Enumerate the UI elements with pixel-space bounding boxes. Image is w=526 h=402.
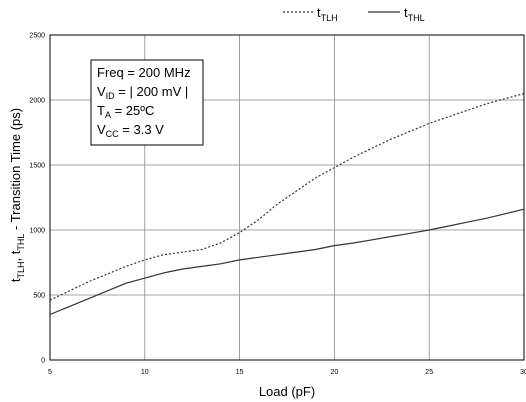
series-line-thl — [49, 208, 525, 316]
condition-freq: Freq = 200 MHz — [97, 65, 191, 80]
series-line-tlh — [49, 92, 525, 301]
legend-label-tlh: tTLH — [317, 5, 338, 23]
plot-frame — [49, 34, 525, 361]
y-tick-label: 500 — [33, 293, 45, 300]
y-tick-label: 0 — [41, 358, 45, 365]
x-axis-title: Load (pF) — [259, 384, 315, 399]
x-tick-label: 20 — [331, 369, 339, 376]
conditions-box-frame — [90, 59, 204, 146]
x-tick-label: 15 — [236, 369, 244, 376]
x-tick-label: 30 — [520, 369, 526, 376]
y-axis-title: tTLH, tTHL - Transition Time (ps) — [8, 108, 26, 282]
conditions-box: Freq = 200 MHz VID = | 200 mV | TA = 25º… — [90, 59, 204, 146]
y-tick-label: 1500 — [29, 163, 45, 170]
condition-ta: TA = 25ºC — [97, 103, 154, 120]
y-tick-label: 2000 — [29, 98, 45, 105]
series-layer — [49, 92, 525, 316]
y-tick-label: 1000 — [29, 228, 45, 235]
y-tick-label: 2500 — [29, 33, 45, 40]
condition-vid: VID = | 200 mV | — [97, 84, 188, 101]
x-tick-label: 25 — [425, 369, 433, 376]
condition-vcc: VCC = 3.3 V — [97, 122, 164, 139]
tick-labels: 5 10 15 20 25 30 0 500 1000 1500 2000 2500 — [29, 33, 526, 377]
legend-label-thl: tTHL — [404, 5, 425, 23]
x-tick-label: 10 — [141, 369, 149, 376]
legend: tTLH tTHL — [283, 5, 425, 23]
x-tick-label: 5 — [48, 369, 52, 376]
